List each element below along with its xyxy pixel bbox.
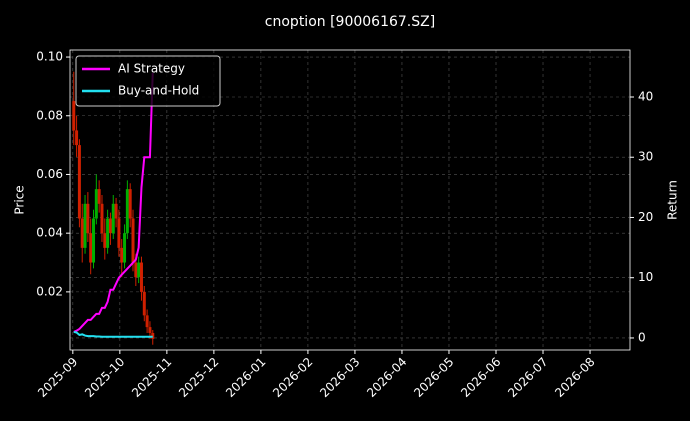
candle-body [120,247,124,263]
candle-body [100,203,104,234]
legend-label: Buy-and-Hold [118,84,199,98]
candle-body [125,189,129,234]
y2-axis-label: Return [666,180,680,220]
candle-body [114,203,118,219]
series-line [73,72,154,333]
chart-title: cnoption [90006167.SZ] [265,14,435,30]
y2-tick-label: 10 [638,270,653,284]
candle-body [117,218,121,248]
candle-body [92,218,96,263]
candle-body [148,327,152,333]
candle-body [97,189,101,204]
candle-body [145,315,149,328]
y-tick-label: 0.08 [36,108,63,122]
candle-body [131,218,135,263]
y2-tick-label: 30 [638,150,653,164]
candle-body [103,233,107,248]
y2-tick-label: 40 [638,89,653,103]
candle-body [83,203,87,248]
candle-body [108,218,112,234]
y2-tick-label: 20 [638,210,653,224]
legend-label: AI Strategy [118,62,185,76]
candle-body [111,203,115,234]
candle-body [123,233,127,263]
candle-body [139,262,143,292]
candle-body [72,101,76,131]
series-line [73,330,153,338]
candle-body [89,233,93,263]
legend-box [75,55,221,107]
y-tick-label: 0.02 [36,284,63,298]
candle-body [134,262,138,278]
y2-tick-label: 0 [638,330,646,344]
candle-body [106,218,110,248]
candle-body [86,203,90,234]
candle-body [142,291,146,316]
candle-body [137,262,141,278]
candle-body [80,218,84,248]
candle-body [77,145,81,219]
y-tick-label: 0.06 [36,167,63,181]
y-axis-label: Price [13,185,27,214]
plot [72,71,155,345]
y-tick-label: 0.10 [36,50,63,64]
candle-body [75,130,79,146]
candle-body [128,189,132,219]
plot-frame [69,49,631,351]
candle-body [94,189,98,219]
y-tick-label: 0.04 [36,226,63,240]
